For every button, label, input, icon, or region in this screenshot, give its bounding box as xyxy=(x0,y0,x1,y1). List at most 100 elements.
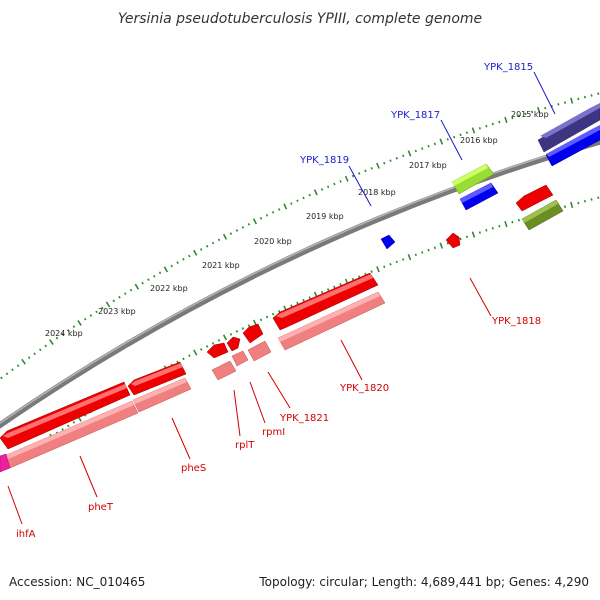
outer-ring-minor-tick xyxy=(339,180,342,183)
outer-ring-minor-tick xyxy=(370,167,373,170)
outer-ring-minor-tick xyxy=(583,95,586,99)
gene-ypk1819-cds[interactable] xyxy=(380,234,396,250)
outer-ring-minor-tick xyxy=(44,344,48,348)
inner-ring-minor-tick xyxy=(491,227,494,230)
inner-ring-minor-tick xyxy=(465,235,469,239)
inner-ring-minor-tick xyxy=(389,263,392,266)
label-ypk1818[interactable]: YPK_1818 xyxy=(491,316,541,327)
gene-ypk1821-rna[interactable] xyxy=(247,340,272,362)
outer-ring-major-tick xyxy=(439,138,444,145)
outer-ring-minor-tick xyxy=(308,193,311,197)
accession-text: Accession: NC_010465 xyxy=(9,575,145,589)
label-ypk1815[interactable]: YPK_1815 xyxy=(483,62,533,73)
label-ihfa[interactable]: ihfA xyxy=(16,529,36,540)
outer-ring-minor-tick xyxy=(577,97,580,101)
outer-ring-minor-tick xyxy=(395,156,398,160)
outer-ring-minor-tick xyxy=(83,317,87,321)
outer-ring-minor-tick xyxy=(290,202,293,205)
inner-ring-minor-tick xyxy=(326,288,330,291)
outer-ring-major-tick xyxy=(134,283,140,290)
gene-ypk1817-rna[interactable] xyxy=(451,163,495,195)
outer-ring-minor-tick xyxy=(199,248,203,251)
inner-ring-minor-tick xyxy=(485,229,488,232)
gene-rplt-rna[interactable] xyxy=(211,360,237,381)
outer-ring-major-tick xyxy=(252,218,258,225)
inner-ring-minor-tick xyxy=(265,315,269,319)
gene-ypk1818-cds[interactable] xyxy=(445,232,461,249)
inner-ring-minor-tick xyxy=(290,304,293,308)
outer-ring-minor-tick xyxy=(188,254,191,258)
label-rpmi[interactable]: rpmI xyxy=(262,427,285,438)
kbp-label-2020: 2020 kbp xyxy=(254,237,292,246)
inner-ring-minor-tick xyxy=(188,354,191,358)
outer-tick-ring xyxy=(0,92,600,380)
inner-ring-minor-tick xyxy=(590,198,593,201)
label-ypk1820[interactable]: YPK_1820 xyxy=(339,383,389,394)
outer-ring-minor-tick xyxy=(383,161,386,165)
label-phet[interactable]: pheT xyxy=(88,502,114,513)
outer-ring-minor-tick xyxy=(427,144,430,148)
label-rplt[interactable]: rplT xyxy=(235,440,255,451)
label-phes[interactable]: pheS xyxy=(181,463,206,474)
gene-rpmi-rna[interactable] xyxy=(231,350,249,367)
inner-ring-minor-tick xyxy=(67,424,70,428)
inner-ring-minor-tick xyxy=(277,309,281,313)
kbp-label-2024: 2024 kbp xyxy=(45,329,83,338)
inner-ring-minor-tick xyxy=(339,282,342,286)
outer-ring-minor-tick xyxy=(302,196,305,200)
inner-ring-minor-tick xyxy=(402,258,405,261)
gene-ypk1815-rna-highlight xyxy=(540,103,600,138)
gene-ypk1821-cds[interactable] xyxy=(242,323,264,344)
inner-ring-minor-tick xyxy=(395,260,398,264)
gene-rpmi-cds[interactable] xyxy=(226,336,241,352)
inner-ring-minor-tick xyxy=(211,342,215,345)
outer-ring-minor-tick xyxy=(0,376,3,380)
kbp-label-2021: 2021 kbp xyxy=(202,261,240,270)
inner-ring-minor-tick xyxy=(433,246,437,250)
inner-ring-major-tick xyxy=(471,231,476,238)
outer-ring-minor-tick xyxy=(511,116,514,120)
label-ypk1821[interactable]: YPK_1821 xyxy=(279,413,329,424)
gene-ihfa-cds[interactable] xyxy=(0,453,11,473)
gene-rplt-cds[interactable] xyxy=(206,342,229,359)
outer-ring-minor-tick xyxy=(247,223,251,226)
outer-ring-major-tick xyxy=(193,249,198,256)
outer-ring-minor-tick xyxy=(5,372,9,376)
outer-ring-minor-tick xyxy=(491,122,494,126)
leader-ypk1818 xyxy=(469,277,492,317)
label-ypk1819[interactable]: YPK_1819 xyxy=(299,155,349,166)
outer-ring-minor-tick xyxy=(265,213,269,217)
outer-ring-minor-tick xyxy=(485,124,488,128)
gene-ypk1817-rna-highlight xyxy=(452,164,488,186)
leader-ypk1817 xyxy=(440,119,463,161)
outer-ring-minor-tick xyxy=(118,295,121,299)
outer-ring-minor-tick xyxy=(124,292,127,296)
outer-ring-minor-tick xyxy=(211,241,215,245)
outer-ring-minor-tick xyxy=(326,185,330,189)
gene-ypk1816-cds[interactable] xyxy=(515,184,554,212)
outer-ring-minor-tick xyxy=(320,188,324,191)
gene-phes-cds-highlight xyxy=(131,363,183,386)
gene-ypk1817-cds[interactable] xyxy=(459,182,499,211)
inner-ring-major-tick xyxy=(376,266,380,273)
inner-ring-minor-tick xyxy=(414,253,417,257)
outer-ring-minor-tick xyxy=(55,336,59,340)
outer-ring-major-tick xyxy=(222,233,228,240)
leader-ypk1820 xyxy=(340,339,363,381)
label-ypk1817[interactable]: YPK_1817 xyxy=(390,110,440,121)
outer-ring-minor-tick xyxy=(112,299,116,303)
inner-ring-minor-tick xyxy=(597,196,600,200)
outer-ring-minor-tick xyxy=(141,281,144,285)
leader-ypk1815 xyxy=(533,71,556,115)
inner-ring-minor-tick xyxy=(241,327,245,330)
outer-ring-minor-tick xyxy=(524,112,527,116)
gene-phet-rna-highlight xyxy=(4,401,134,460)
leader-phet xyxy=(79,455,98,498)
outer-ring-minor-tick xyxy=(446,138,449,141)
inner-ring-major-tick xyxy=(407,254,412,261)
label-leaders xyxy=(7,71,556,525)
outer-ring-minor-tick xyxy=(11,368,14,372)
outer-ring-minor-tick xyxy=(351,174,355,178)
outer-ring-minor-tick xyxy=(530,110,534,114)
